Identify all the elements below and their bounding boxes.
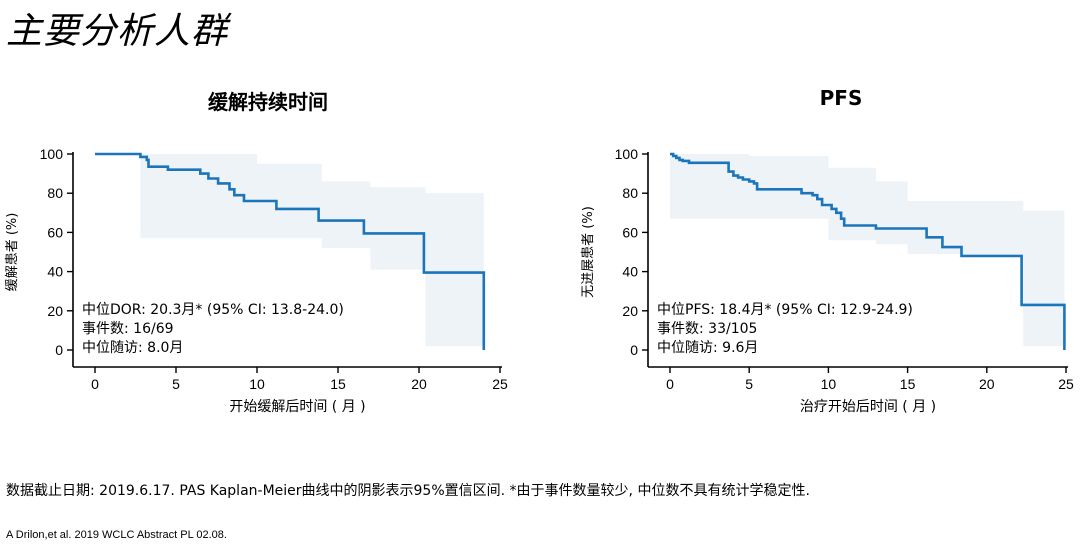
pfs-y-tick-label: 40 xyxy=(622,264,638,280)
pfs-x-tick-label: 25 xyxy=(1058,376,1074,392)
dor-y-tick-label: 80 xyxy=(47,185,63,201)
dor-x-tick-label: 0 xyxy=(91,376,99,392)
dor-chart-title: 缓解持续时间 xyxy=(208,90,328,114)
pfs-x-tick-label: 0 xyxy=(666,376,674,392)
pfs-y-tick-label: 80 xyxy=(622,185,638,201)
dor-annotation: 中位随访: 8.0月 xyxy=(82,340,183,356)
reference-citation: A Drilon,et al. 2019 WCLC Abstract PL 02… xyxy=(6,529,227,541)
dor-x-tick-label: 15 xyxy=(330,376,346,392)
dor-y-axis-label: 缓解患者 (%) xyxy=(5,213,20,292)
dor-ci-band xyxy=(140,154,484,347)
dor-survival-curve xyxy=(95,152,486,350)
pfs-y-tick-label: 60 xyxy=(622,224,638,240)
dor-x-axis-label: 开始缓解后时间 ( 月 ) xyxy=(229,399,365,415)
pfs-chart-title: PFS xyxy=(819,86,863,110)
pfs-ci-band xyxy=(670,154,1065,347)
pfs-x-tick-label: 15 xyxy=(900,376,916,392)
pfs-y-tick-label: 0 xyxy=(630,342,638,358)
dor-x-tick-label: 5 xyxy=(172,376,180,392)
pfs-annotation: 事件数: 33/105 xyxy=(657,321,757,337)
dor-x-tick-label: 10 xyxy=(249,376,265,392)
page-title: 主要分析人群 xyxy=(6,11,229,52)
dor-y-tick-label: 60 xyxy=(47,224,63,240)
dor-annotation: 中位DOR: 20.3月* (95% CI: 13.8-24.0) xyxy=(82,302,344,318)
pfs-annotation: 中位PFS: 18.4月* (95% CI: 12.9-24.9) xyxy=(657,302,913,318)
dor-y-tick-label: 40 xyxy=(47,264,63,280)
footnote: 数据截止日期: 2019.6.17. PAS Kaplan-Meier曲线中的阴… xyxy=(6,483,810,499)
pfs-x-tick-label: 20 xyxy=(979,376,995,392)
pfs-x-tick-label: 5 xyxy=(745,376,753,392)
dor-y-tick-label: 20 xyxy=(47,303,63,319)
dor-x-tick-label: 25 xyxy=(492,376,508,392)
pfs-x-axis-label: 治疗开始后时间 ( 月 ) xyxy=(800,399,936,415)
dor-x-tick-label: 20 xyxy=(411,376,427,392)
pfs-y-axis-label: 无进展患者 (%) xyxy=(581,206,596,298)
pfs-survival-curve xyxy=(670,152,1066,350)
pfs-y-tick-label: 100 xyxy=(615,146,639,162)
pfs-annotation: 中位随访: 9.6月 xyxy=(657,340,758,356)
dor-annotation: 事件数: 16/69 xyxy=(82,321,174,337)
dor-y-tick-label: 0 xyxy=(55,342,63,358)
dor-y-tick-label: 100 xyxy=(40,146,64,162)
pfs-y-tick-label: 20 xyxy=(622,303,638,319)
pfs-x-tick-label: 10 xyxy=(821,376,837,392)
